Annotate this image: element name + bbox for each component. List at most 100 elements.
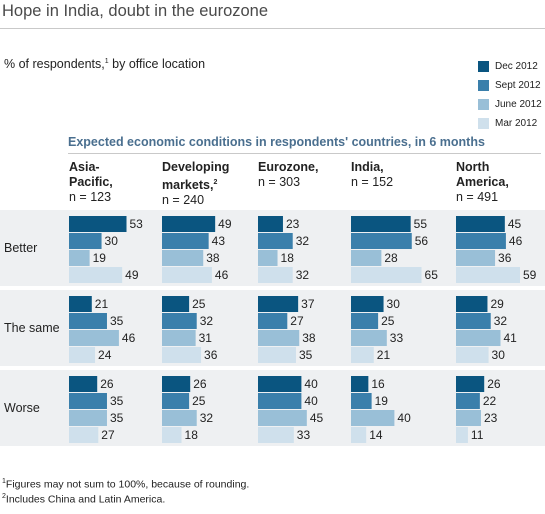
- bar-value-label: 40: [304, 377, 318, 391]
- bar-value-label: 33: [297, 428, 311, 442]
- bar-value-label: 35: [110, 314, 124, 328]
- column-header-sample-size: n = 491: [456, 190, 499, 204]
- bar-value-label: 65: [425, 268, 439, 282]
- column-header: North America, n = 491: [456, 160, 509, 205]
- column-header-name: America,: [456, 175, 509, 189]
- bar-value-label: 46: [509, 234, 523, 248]
- bar-value-label: 21: [95, 297, 109, 311]
- bar: [456, 376, 485, 392]
- bar-value-label: 45: [310, 411, 324, 425]
- bar: [69, 267, 123, 283]
- legend-label: Mar 2012: [495, 118, 538, 129]
- column-header-sample-size: n = 303: [258, 175, 301, 189]
- column-header-name: Pacific,: [69, 175, 113, 189]
- bar-value-label: 23: [484, 411, 498, 425]
- column-header: Eurozone, n = 303: [258, 160, 318, 190]
- column-header-sample-size: n = 152: [351, 175, 394, 189]
- bar-value-label: 26: [100, 377, 114, 391]
- bar-value-label: 28: [384, 251, 398, 265]
- bar: [456, 233, 506, 249]
- legend-item: Mar 2012: [478, 114, 542, 133]
- bar-value-label: 19: [375, 394, 389, 408]
- bar: [69, 347, 96, 363]
- bar-value-label: 18: [185, 428, 199, 442]
- legend-swatch: [478, 80, 489, 91]
- bar-value-label: 19: [93, 251, 107, 265]
- bar-value-label: 35: [110, 394, 124, 408]
- legend-swatch: [478, 118, 489, 129]
- bar: [69, 296, 92, 312]
- row-label: Worse: [4, 401, 40, 415]
- bar: [69, 410, 107, 426]
- bar: [162, 347, 202, 363]
- bar: [162, 233, 209, 249]
- bar: [162, 376, 191, 392]
- bar-value-label: 32: [296, 268, 310, 282]
- bar: [162, 296, 190, 312]
- bar: [351, 296, 384, 312]
- column-header-name: Eurozone,: [258, 160, 319, 174]
- bar-value-label: 46: [122, 331, 136, 345]
- bar-value-label: 25: [192, 297, 206, 311]
- bar: [351, 330, 387, 346]
- bar-value-label: 56: [415, 234, 429, 248]
- column-header-sample-size: n = 123: [69, 190, 112, 204]
- row-label: Better: [4, 241, 37, 255]
- bar-value-label: 49: [125, 268, 139, 282]
- bar: [162, 393, 190, 409]
- bar: [258, 376, 302, 392]
- bar: [162, 250, 204, 266]
- bar: [456, 410, 481, 426]
- bar-value-label: 29: [490, 297, 504, 311]
- bar-value-label: 27: [290, 314, 304, 328]
- bar: [351, 267, 422, 283]
- bar-value-label: 41: [503, 331, 517, 345]
- bar: [258, 427, 294, 443]
- bar: [258, 410, 307, 426]
- subtitle-tail: by office location: [108, 57, 206, 71]
- bar-value-label: 11: [471, 428, 484, 442]
- legend-item: Dec 2012: [478, 57, 542, 76]
- bar: [456, 267, 521, 283]
- bar: [456, 250, 496, 266]
- bar: [162, 427, 182, 443]
- legend-swatch: [478, 99, 489, 110]
- bar: [351, 233, 412, 249]
- bar-value-label: 21: [377, 348, 391, 362]
- bar: [162, 410, 197, 426]
- bar-value-label: 32: [200, 314, 214, 328]
- chart-heading: Expected economic conditions in responde…: [68, 135, 485, 149]
- legend-label: Dec 2012: [495, 61, 538, 72]
- bar: [258, 393, 302, 409]
- subtitle-footnote-mark: 1: [104, 57, 109, 65]
- bar-value-label: 32: [296, 234, 310, 248]
- bar: [456, 313, 491, 329]
- footnote: 1Figures may not sum to 100%, because of…: [2, 478, 249, 491]
- bar-value-label: 31: [199, 331, 213, 345]
- bar-value-label: 59: [523, 268, 537, 282]
- bar-value-label: 26: [193, 377, 207, 391]
- bar: [162, 216, 216, 232]
- footnote: 2Includes China and Latin America.: [2, 493, 165, 506]
- bar: [258, 347, 296, 363]
- bar-value-label: 32: [200, 411, 214, 425]
- bar: [456, 393, 480, 409]
- bar: [69, 216, 127, 232]
- bar-value-label: 36: [498, 251, 512, 265]
- bar: [258, 216, 283, 232]
- bar-value-label: 32: [494, 314, 508, 328]
- column-header: India, n = 152: [351, 160, 393, 190]
- bar: [351, 216, 411, 232]
- bar: [258, 233, 293, 249]
- bar-value-label: 36: [204, 348, 218, 362]
- column-header: Asia- Pacific, n = 123: [69, 160, 113, 205]
- bar: [258, 267, 293, 283]
- bar-value-label: 25: [381, 314, 395, 328]
- bar: [258, 330, 300, 346]
- bar: [258, 296, 299, 312]
- bar: [162, 330, 196, 346]
- bar: [456, 427, 468, 443]
- legend-swatch: [478, 61, 489, 72]
- bar-value-label: 46: [215, 268, 229, 282]
- bar: [69, 313, 107, 329]
